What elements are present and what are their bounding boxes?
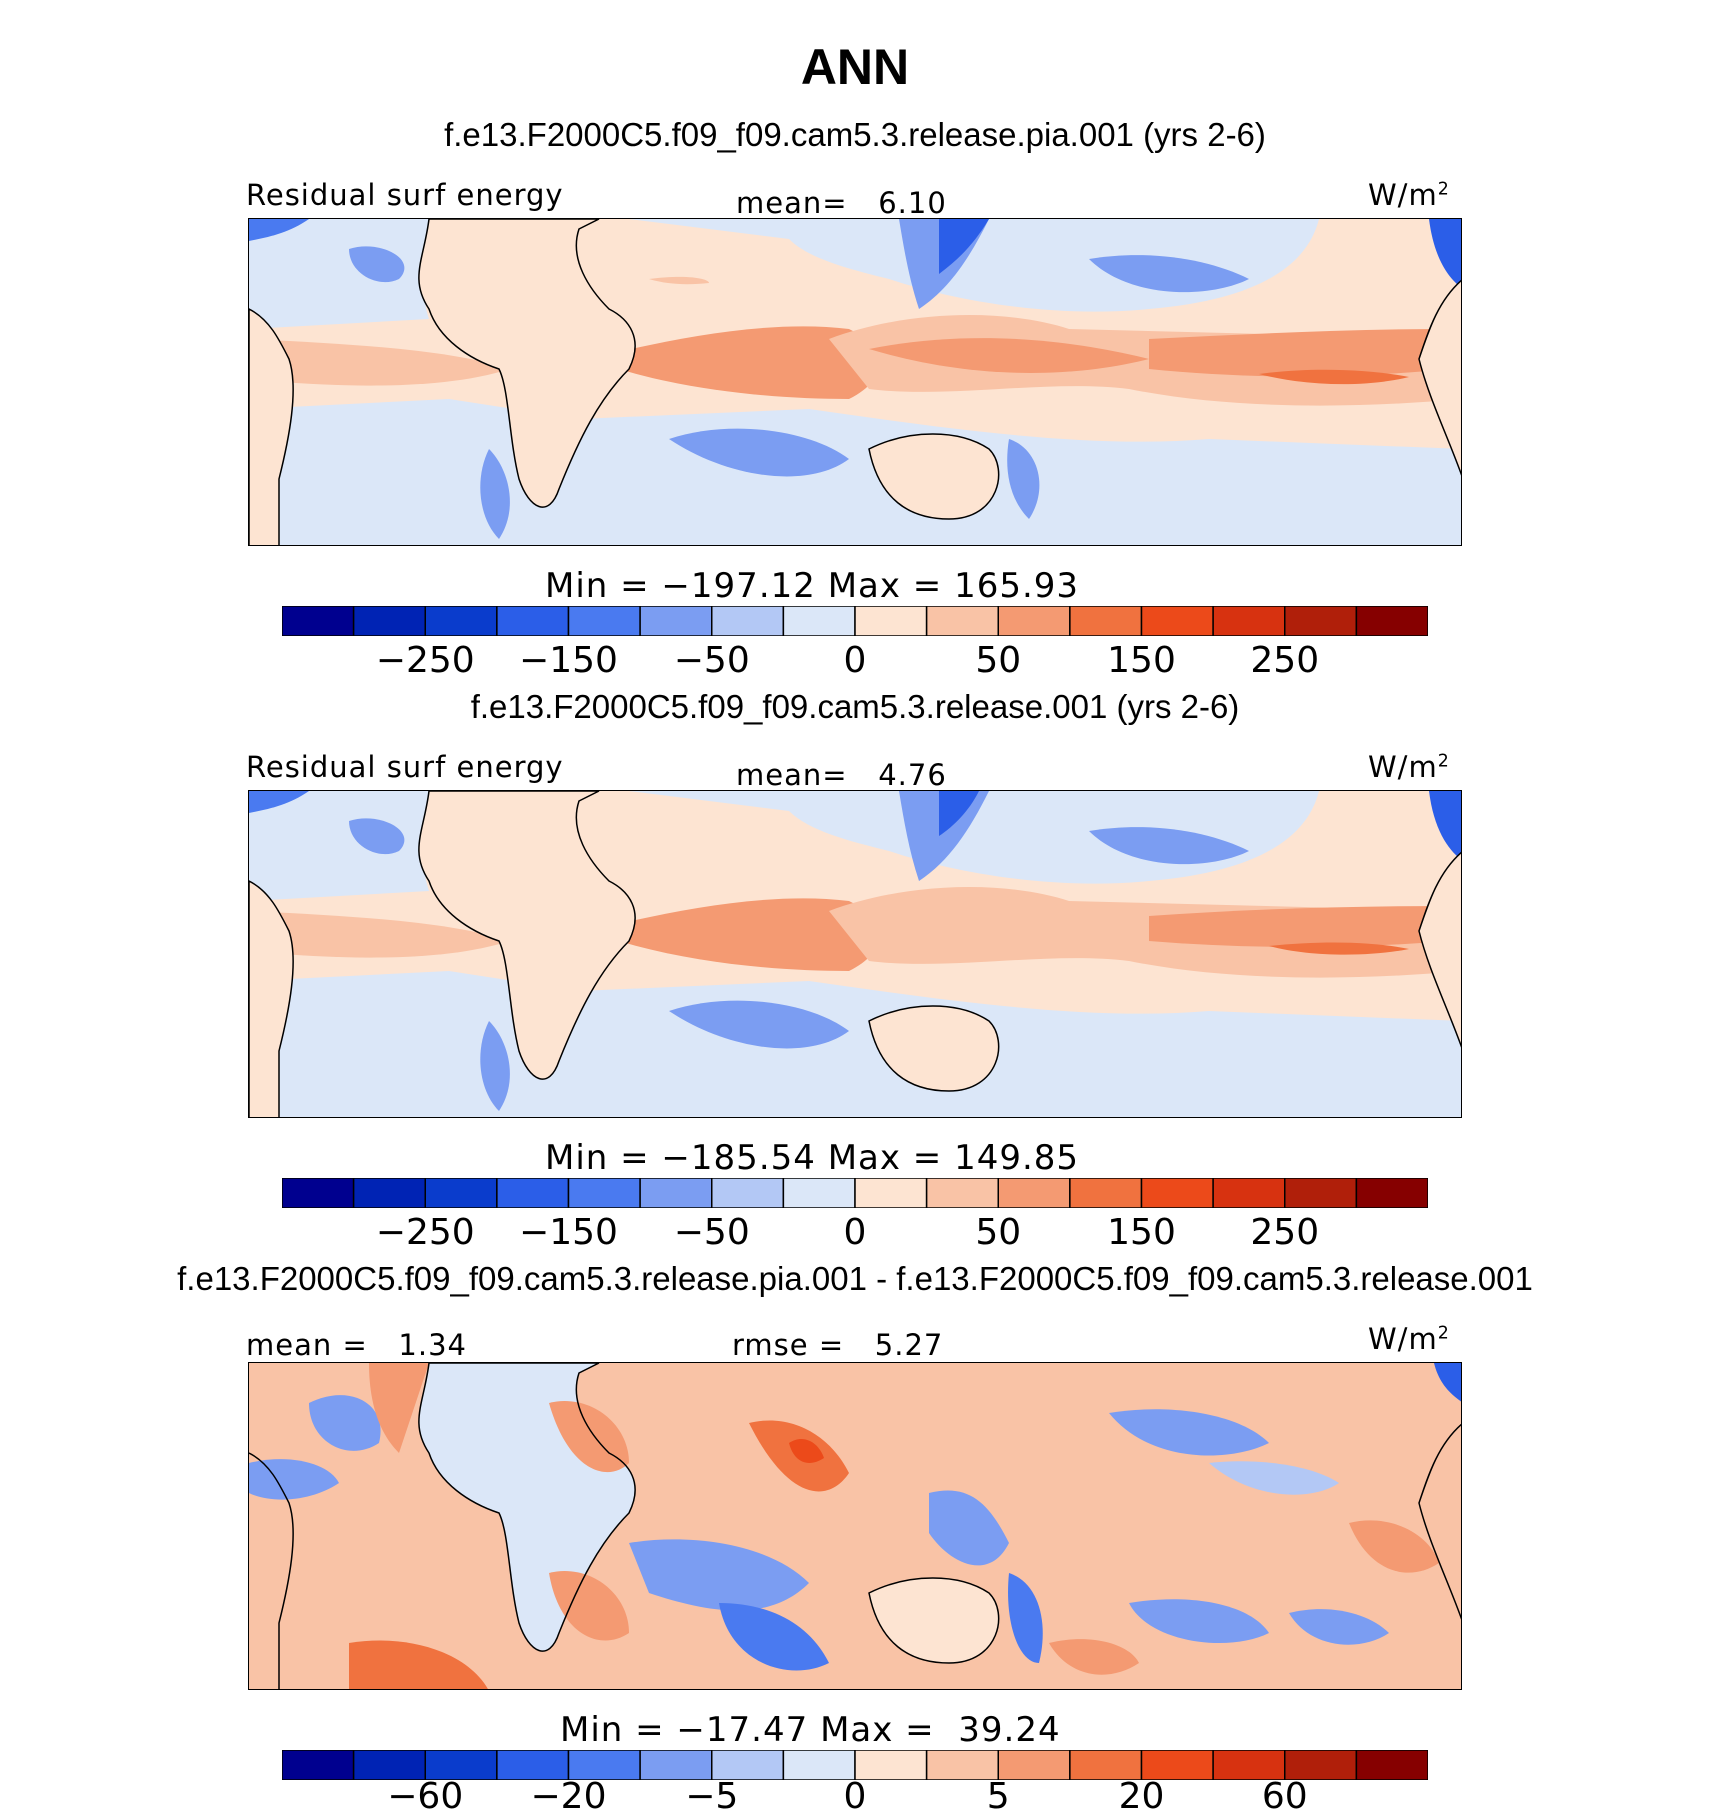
colorbar-box bbox=[567, 605, 641, 637]
colorbar-box bbox=[1140, 1749, 1214, 1781]
colorbar-box bbox=[1355, 1749, 1429, 1781]
colorbar-box bbox=[997, 605, 1071, 637]
colorbar-box bbox=[1069, 605, 1143, 637]
colorbar-box bbox=[567, 1177, 641, 1209]
colorbar-box bbox=[711, 1749, 785, 1781]
colorbar-tick-label: 0 bbox=[843, 640, 867, 681]
colorbar-tick-label: 50 bbox=[975, 640, 1022, 681]
panel-3-colorbar-ticks: −60 −20 −5 0 5 20 60 bbox=[0, 1776, 1710, 1820]
colorbar-tick-label: −150 bbox=[519, 640, 618, 681]
panel-1-colorbar-svg bbox=[281, 605, 1429, 637]
colorbar-box bbox=[496, 1177, 570, 1209]
panel-1-colorbar bbox=[281, 605, 1429, 637]
colorbar-box bbox=[424, 605, 498, 637]
colorbar-tick-label: 60 bbox=[1261, 1776, 1308, 1817]
panel-3-mean-label: mean = 1.34 bbox=[246, 1328, 467, 1362]
colorbar-box bbox=[925, 1177, 1000, 1209]
colorbar-box bbox=[997, 1177, 1071, 1209]
panel-3-colorbar-svg bbox=[281, 1749, 1429, 1781]
panel-2-colorbar bbox=[281, 1177, 1429, 1209]
colorbar-box bbox=[854, 1749, 928, 1781]
panel-3-units: W/m2 bbox=[1368, 1322, 1450, 1356]
colorbar-box bbox=[352, 605, 427, 637]
colorbar-box bbox=[711, 605, 785, 637]
colorbar-tick-label: 250 bbox=[1250, 1212, 1320, 1253]
colorbar-box bbox=[1284, 605, 1358, 637]
colorbar-box bbox=[1284, 1177, 1358, 1209]
panel-1-mean-label: mean= 6.10 bbox=[736, 186, 947, 220]
colorbar-box bbox=[639, 1177, 713, 1209]
colorbar-box bbox=[854, 605, 928, 637]
colorbar-box bbox=[782, 1177, 856, 1209]
colorbar-box bbox=[639, 605, 713, 637]
colorbar-box bbox=[925, 605, 1000, 637]
colorbar-tick-label: 250 bbox=[1250, 640, 1320, 681]
panel-1-colorbar-ticks: −250 −150 −50 0 50 150 250 bbox=[0, 640, 1710, 684]
panel-3-map-field bbox=[249, 1363, 1461, 1689]
colorbar-tick-label: 20 bbox=[1118, 1776, 1165, 1817]
colorbar-tick-label: 150 bbox=[1107, 1212, 1176, 1253]
colorbar-box bbox=[782, 605, 856, 637]
panel-2-minmax: Min = −185.54 Max = 149.85 bbox=[545, 1138, 1080, 1178]
colorbar-tick-label: −60 bbox=[387, 1776, 464, 1817]
colorbar-box bbox=[997, 1749, 1071, 1781]
colorbar-box bbox=[1284, 1749, 1358, 1781]
panel-2-case-title: f.e13.F2000C5.f09_f09.cam5.3.release.001… bbox=[470, 688, 1240, 725]
panel-2-colorbar-ticks: −250 −150 −50 0 50 150 250 bbox=[0, 1212, 1710, 1256]
colorbar-tick-label: −20 bbox=[530, 1776, 607, 1817]
figure-title: ANN bbox=[800, 39, 910, 95]
panel-2-colorbar-svg bbox=[281, 1177, 1429, 1209]
colorbar-tick-label: 150 bbox=[1107, 640, 1176, 681]
panel-2-units: W/m2 bbox=[1368, 750, 1450, 784]
colorbar-box bbox=[1355, 605, 1429, 637]
panel-1-map bbox=[248, 218, 1462, 546]
colorbar-box bbox=[1140, 605, 1214, 637]
panel-3-colorbar bbox=[281, 1749, 1429, 1781]
colorbar-tick-label: 5 bbox=[986, 1776, 1010, 1817]
colorbar-box bbox=[1212, 1177, 1286, 1209]
colorbar-box bbox=[1212, 605, 1286, 637]
panel-1-case-title: f.e13.F2000C5.f09_f09.cam5.3.release.pia… bbox=[444, 116, 1266, 153]
colorbar-box bbox=[281, 1177, 355, 1209]
colorbar-tick-label: −50 bbox=[673, 1212, 750, 1253]
colorbar-box bbox=[1355, 1177, 1429, 1209]
panel-2-mean-label: mean= 4.76 bbox=[736, 758, 947, 792]
panel-3-map bbox=[248, 1362, 1462, 1690]
colorbar-box bbox=[424, 1177, 498, 1209]
panel-1-map-field bbox=[249, 219, 1461, 545]
panel-2-map-field bbox=[249, 791, 1461, 1117]
colorbar-box bbox=[854, 1177, 928, 1209]
colorbar-box bbox=[352, 1177, 427, 1209]
colorbar-tick-label: 50 bbox=[975, 1212, 1022, 1253]
colorbar-box bbox=[496, 605, 570, 637]
panel-3-minmax: Min = −17.47 Max = 39.24 bbox=[560, 1710, 1061, 1750]
colorbar-tick-label: 0 bbox=[843, 1776, 867, 1817]
panel-2-map bbox=[248, 790, 1462, 1118]
colorbar-box bbox=[1140, 1177, 1214, 1209]
panel-1-units: W/m2 bbox=[1368, 178, 1450, 212]
colorbar-tick-label: −50 bbox=[673, 640, 750, 681]
colorbar-tick-label: −150 bbox=[519, 1212, 618, 1253]
colorbar-tick-label: −250 bbox=[375, 640, 475, 681]
panel-2-variable-label: Residual surf energy bbox=[246, 750, 564, 784]
panel-1-minmax: Min = −197.12 Max = 165.93 bbox=[545, 566, 1080, 606]
colorbar-box bbox=[281, 605, 355, 637]
panel-3-rmse-label: rmse = 5.27 bbox=[732, 1328, 944, 1362]
panel-1-variable-label: Residual surf energy bbox=[246, 178, 564, 212]
colorbar-box bbox=[1069, 1177, 1143, 1209]
colorbar-box bbox=[711, 1177, 785, 1209]
colorbar-tick-label: −5 bbox=[685, 1776, 739, 1817]
colorbar-tick-label: 0 bbox=[843, 1212, 867, 1253]
colorbar-tick-label: −250 bbox=[375, 1212, 475, 1253]
panel-3-case-title: f.e13.F2000C5.f09_f09.cam5.3.release.pia… bbox=[177, 1260, 1533, 1297]
